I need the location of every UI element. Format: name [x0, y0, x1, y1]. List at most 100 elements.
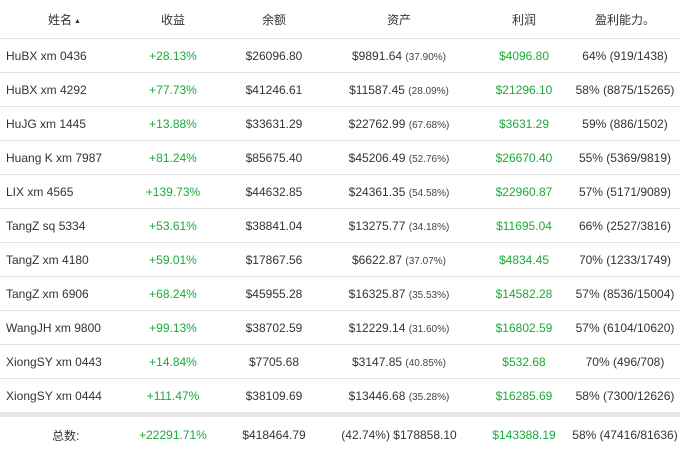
table-row[interactable]: Huang K xm 7987 +81.24% $85675.40 $45206.49…	[0, 141, 680, 175]
table-row[interactable]: TangZ sq 5334 +53.61% $38841.04 $13275.77 (…	[0, 209, 680, 243]
row-balance: $7705.68	[248, 354, 300, 369]
table-row[interactable]: TangZ xm 4180 +59.01% $17867.56 $6622.87 (3…	[0, 243, 680, 277]
row-balance: $38841.04	[245, 218, 303, 233]
row-asset: $11587.45 (28.09%)	[320, 83, 478, 97]
total-gain: +22291.71%	[139, 428, 207, 442]
row-profit: $14582.28	[495, 286, 553, 301]
row-asset: $16325.87 (35.53%)	[320, 287, 478, 301]
row-gain: +99.13%	[149, 320, 197, 335]
row-profit: $532.68	[502, 354, 546, 369]
row-asset: $9891.64 (37.90%)	[320, 49, 478, 63]
row-profit: $21296.10	[495, 82, 553, 97]
row-asset: $13275.77 (34.18%)	[320, 219, 478, 233]
table-row[interactable]: WangJH xm 9800 +99.13% $38702.59 $12229.14 …	[0, 311, 680, 345]
row-gain: +81.24%	[149, 150, 197, 165]
row-name: TangZ xm 4180	[6, 252, 89, 267]
row-gain: +59.01%	[149, 252, 197, 267]
row-gain: +14.84%	[149, 354, 197, 369]
row-gain: +13.88%	[149, 116, 197, 131]
row-asset-percent: (34.18%)	[408, 221, 450, 233]
row-ratio: 55% (5369/9819)	[578, 150, 672, 165]
table-row[interactable]: LIX xm 4565 +139.73% $44632.85 $24361.35 (5…	[0, 175, 680, 209]
row-profit: $16802.59	[495, 320, 553, 335]
row-asset-percent: (54.58%)	[408, 187, 450, 199]
row-asset: $12229.14 (31.60%)	[320, 321, 478, 335]
table-row[interactable]: TangZ xm 6906 +68.24% $45955.28 $16325.87 (…	[0, 277, 680, 311]
row-name: XiongSY xm 0443	[6, 354, 102, 369]
row-profit: $22960.87	[495, 184, 553, 199]
row-asset-value: $11587.45	[349, 82, 405, 97]
row-balance: $26096.80	[245, 48, 303, 63]
row-asset-percent: (37.07%)	[405, 255, 446, 267]
row-gain: +28.13%	[149, 48, 197, 63]
column-header-ratio[interactable]: 盈利能力。	[594, 12, 655, 27]
row-asset-percent: (37.90%)	[405, 51, 446, 63]
table-row[interactable]: HuBX xm 4292 +77.73% $41246.61 $11587.45 (2…	[0, 73, 680, 107]
sort-ascending-icon: ▲	[74, 17, 81, 25]
row-balance: $44632.85	[245, 184, 303, 199]
row-name: HuBX xm 4292	[6, 82, 87, 97]
column-header-asset[interactable]: 资产	[386, 12, 411, 27]
row-asset: $6622.87 (37.07%)	[320, 253, 478, 267]
total-label: 总数:	[52, 428, 80, 443]
total-row: 总数: +22291.71% $418464.79 (42.74%) $1788…	[0, 413, 680, 453]
column-header-profit[interactable]: 利润	[511, 12, 536, 27]
table-header: 姓名 ▲ 收益 余额 资产 利润 盈利能力。	[0, 0, 680, 39]
row-balance: $85675.40	[245, 150, 303, 165]
row-asset-value: $6622.87	[352, 252, 403, 267]
row-gain: +111.47%	[146, 388, 200, 403]
row-asset: $3147.85 (40.85%)	[320, 355, 478, 369]
row-ratio: 64% (919/1438)	[582, 48, 668, 63]
column-header-balance[interactable]: 余额	[261, 12, 286, 27]
table-row[interactable]: XiongSY xm 0443 +14.84% $7705.68 $3147.85 (…	[0, 345, 680, 379]
row-asset-percent: (67.68%)	[408, 119, 450, 131]
row-asset-value: $3147.85	[352, 354, 403, 369]
total-balance: $418464.79	[242, 428, 306, 442]
row-ratio: 58% (8875/15265)	[575, 82, 675, 97]
row-asset-percent: (35.28%)	[408, 391, 450, 403]
row-profit: $16285.69	[495, 388, 553, 403]
row-gain: +139.73%	[145, 184, 201, 199]
row-asset-value: $16325.87	[348, 286, 406, 301]
row-balance: $38702.59	[245, 320, 303, 335]
row-asset-value: $9891.64	[352, 48, 403, 63]
row-ratio: 57% (5171/9089)	[578, 184, 672, 199]
column-header-name[interactable]: 姓名 ▲	[0, 11, 118, 28]
row-name: LIX xm 4565	[6, 184, 74, 199]
table-row[interactable]: XiongSY xm 0444 +111.47% $38109.69 $13446.6…	[0, 379, 680, 413]
column-header-gain[interactable]: 收益	[160, 12, 185, 27]
row-gain: +68.24%	[149, 286, 197, 301]
row-gain: +53.61%	[149, 218, 197, 233]
row-balance: $38109.69	[245, 388, 303, 403]
row-balance: $33631.29	[245, 116, 303, 131]
table-row[interactable]: HuJG xm 1445 +13.88% $33631.29 $22762.99 (6…	[0, 107, 680, 141]
row-asset-value: $45206.49	[348, 150, 406, 165]
row-ratio: 58% (7300/12626)	[575, 388, 675, 403]
column-header-name-label: 姓名	[48, 12, 73, 27]
row-ratio: 57% (8536/15004)	[575, 286, 675, 301]
row-name: TangZ sq 5334	[6, 218, 86, 233]
total-profit: $143388.19	[492, 428, 556, 442]
row-asset-value: $22762.99	[348, 116, 406, 131]
row-name: HuBX xm 0436	[6, 48, 87, 63]
row-asset-value: $13275.77	[348, 218, 406, 233]
table-row[interactable]: HuBX xm 0436 +28.13% $26096.80 $9891.64 (37…	[0, 39, 680, 73]
row-ratio: 59% (886/1502)	[582, 116, 668, 131]
row-profit: $3631.29	[498, 116, 550, 131]
row-profit: $26670.40	[495, 150, 553, 165]
row-ratio: 70% (496/708)	[585, 354, 665, 369]
row-ratio: 57% (6104/10620)	[575, 320, 675, 335]
row-asset-value: $12229.14	[348, 320, 406, 335]
row-asset-value: $13446.68	[348, 388, 406, 403]
row-asset: $24361.35 (54.58%)	[320, 185, 478, 199]
row-asset-percent: (40.85%)	[405, 357, 446, 369]
row-balance: $45955.28	[245, 286, 303, 301]
row-asset-percent: (35.53%)	[408, 289, 450, 301]
row-asset-percent: (31.60%)	[408, 323, 450, 335]
row-profit: $4096.80	[498, 48, 550, 63]
row-balance: $17867.56	[245, 252, 303, 267]
total-ratio: 58% (47416/81636)	[572, 428, 678, 442]
row-asset: $22762.99 (67.68%)	[320, 117, 478, 131]
row-balance: $41246.61	[245, 82, 303, 97]
